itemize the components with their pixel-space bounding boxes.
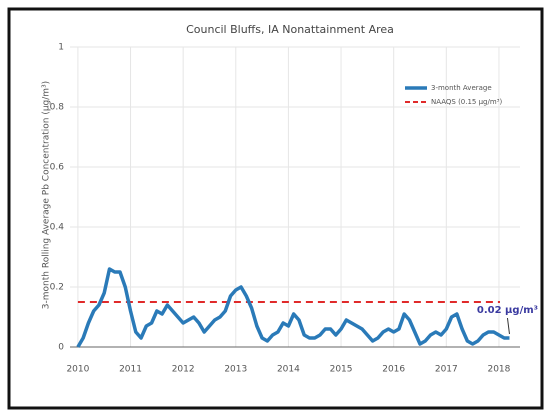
- annotation-arrow: [506, 317, 510, 335]
- y-tick-label: 0.2: [50, 283, 64, 293]
- x-tick-label: 2016: [382, 365, 405, 375]
- annotation: 0.02 µg/m³: [477, 305, 538, 316]
- y-tick-label: 0.4: [50, 223, 65, 233]
- y-axis-label: 3-month Rolling Average Pb Concentration…: [42, 81, 52, 309]
- y-tick-label: 0: [58, 343, 64, 353]
- frame: [7, 7, 544, 410]
- y-tick-label: 0.6: [50, 163, 65, 173]
- y-tick-label: 1: [58, 43, 64, 53]
- x-tick-label: 2018: [487, 365, 510, 375]
- data-line: [76, 267, 510, 348]
- x-tick-label: 2015: [330, 365, 353, 375]
- y-tick-label: 0.8: [50, 103, 65, 113]
- chart-title: Council Bluffs, IA Nonattainment Area: [186, 23, 394, 36]
- x-tick-label: 2010: [66, 365, 89, 375]
- x-tick-label: 2012: [172, 365, 195, 375]
- legend-label: 3-month Average: [431, 84, 492, 92]
- x-tick-label: 2013: [224, 365, 247, 375]
- x-tick-label: 2017: [435, 365, 458, 375]
- x-tick-label: 2011: [119, 365, 142, 375]
- x-tick-label: 2014: [277, 365, 300, 375]
- legend-label: NAAQS (0.15 µg/m³): [431, 98, 502, 106]
